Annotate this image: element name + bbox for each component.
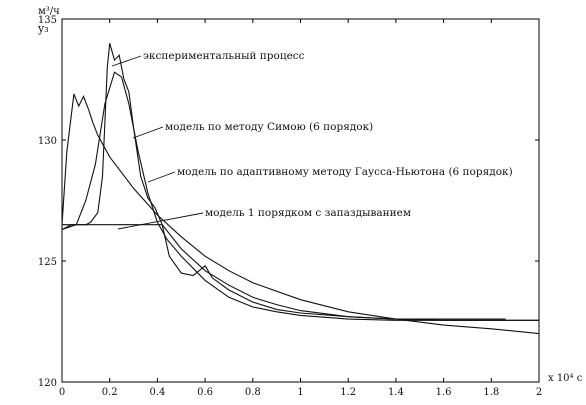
- annotation-gauss-newton: модель по адаптивному методу Гаусса-Ньют…: [177, 166, 513, 178]
- annotation-simoju: модель по методу Симою (6 порядок): [165, 121, 373, 133]
- annotation-layer: экспериментальный процесс модель по метод…: [111, 50, 513, 230]
- first-order-delay-model-line: [62, 224, 539, 321]
- y-axis-unit-label: м³/ч: [38, 6, 60, 17]
- x-tick-label: 0.2: [102, 387, 118, 398]
- x-tick-label: 1.2: [340, 387, 356, 398]
- x-tick-label: 0.4: [149, 387, 165, 398]
- annotation-leader-line: [111, 55, 142, 67]
- annotation-leader-line: [132, 126, 164, 139]
- annotation-first-order: модель 1 порядком с запаздыванием: [205, 207, 411, 219]
- y-axis-label: y₃: [37, 22, 49, 35]
- plot-frame: [61, 18, 540, 383]
- y-tick-label: 120: [38, 378, 57, 389]
- x-tick-label: 2: [536, 387, 542, 398]
- x-tick-label: 1: [297, 387, 303, 398]
- x-tick-label: 1.8: [483, 387, 499, 398]
- y-axis-ticks: 120 125 130 135: [38, 15, 539, 389]
- x-tick-label: 1.4: [388, 387, 404, 398]
- annotation-leader-line: [147, 171, 176, 183]
- y-tick-label: 130: [38, 136, 57, 147]
- y-tick-label: 135: [38, 15, 57, 26]
- x-axis-label: x 10⁴ c: [548, 373, 583, 384]
- simoju-model-line: [61, 71, 539, 321]
- x-axis-ticks: 0 0.2 0.4 0.6 0.8 1 1.2 1.4 1.6 1.8 2: [59, 19, 542, 398]
- x-tick-label: 0.6: [197, 387, 213, 398]
- annotation-leader-line: [117, 212, 204, 230]
- y-tick-label: 125: [38, 257, 57, 268]
- series-layer: [61, 43, 540, 335]
- x-tick-label: 1.6: [436, 387, 452, 398]
- annotation-experimental: экспериментальный процесс: [143, 50, 305, 62]
- x-tick-label: 0: [59, 387, 65, 398]
- gauss-newton-model-line: [61, 93, 540, 335]
- x-tick-label: 0.8: [245, 387, 261, 398]
